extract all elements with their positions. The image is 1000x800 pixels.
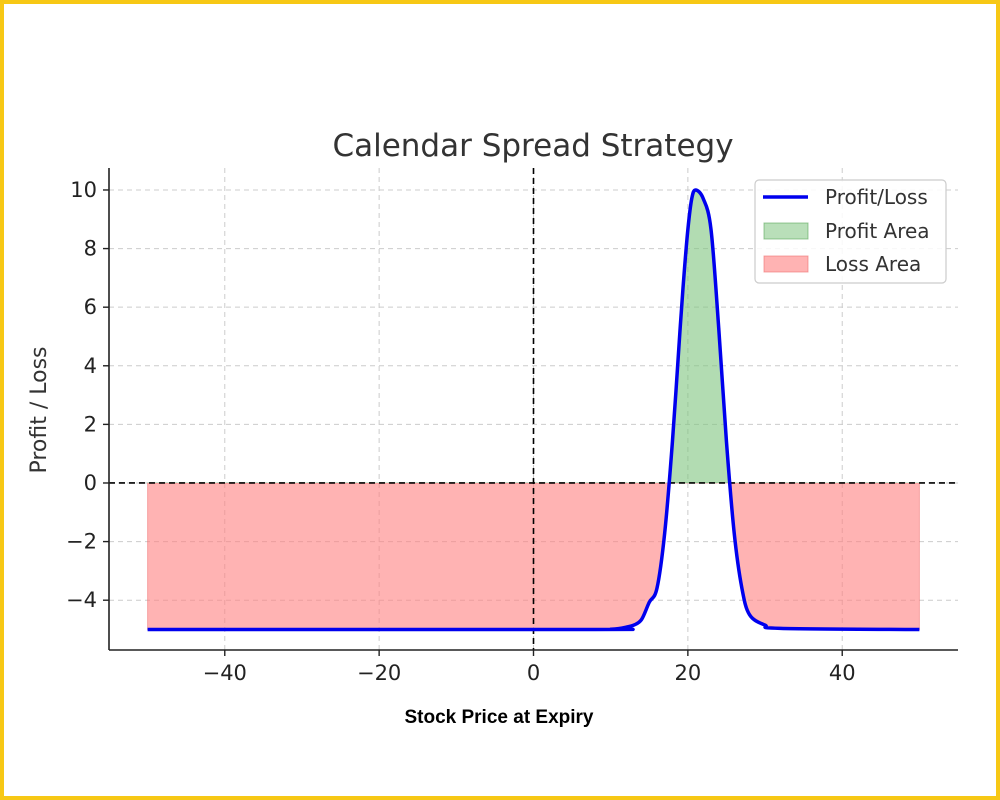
x-tick-label: −40 [203, 661, 247, 685]
x-tick-label: 20 [674, 661, 701, 685]
y-tick-label: 0 [84, 471, 97, 495]
y-tick-label: −4 [66, 588, 97, 612]
profit-loss-line [147, 188, 920, 632]
legend-loss-swatch [763, 255, 809, 273]
legend-label-loss-area: Loss Area [825, 252, 921, 276]
legend-label-profit-loss: Profit/Loss [825, 185, 928, 209]
legend-label-profit-area: Profit Area [825, 219, 930, 243]
y-tick-label: 8 [84, 237, 97, 261]
series-line [147, 188, 920, 632]
legend: Profit/Loss Profit Area Loss Area [754, 179, 947, 284]
x-tick-label: 40 [829, 661, 856, 685]
legend-profit-swatch [763, 222, 809, 240]
y-tick-label: 4 [84, 354, 97, 378]
y-tick-label: 6 [84, 295, 97, 319]
y-tick-label: 2 [84, 412, 97, 436]
chart-title: Calendar Spread Strategy [332, 128, 733, 164]
x-tick-label: −20 [357, 661, 401, 685]
y-tick-label: 10 [70, 178, 97, 202]
reference-lines [109, 168, 958, 650]
y-tick-label: −2 [66, 530, 97, 554]
x-tick-label: 0 [527, 661, 540, 685]
x-axis-label: Stock Price at Expiry [404, 707, 593, 728]
y-axis-label: Profit / Loss [27, 346, 52, 473]
